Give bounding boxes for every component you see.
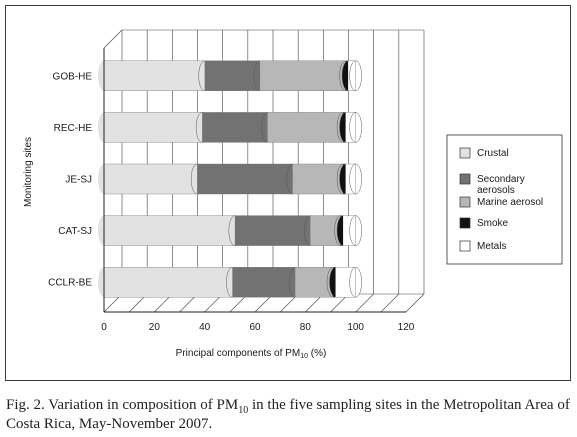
axes-group: 0 20 40 60 80 100 120 GOB-HE REC-HE JE-SJ CAT-SJ CC… xyxy=(48,48,415,333)
bar-segment xyxy=(104,164,198,194)
legend-label-line: Crustal xyxy=(477,148,509,159)
bar-segment xyxy=(232,267,296,298)
y-axis-label: Monitoring sites xyxy=(23,137,34,207)
x-axis-label-suffix: (%) xyxy=(308,348,326,359)
caption-prefix: Fig. 2. Variation in composition of PM xyxy=(6,397,239,413)
y-tick-label: CCLR-BE xyxy=(48,278,92,289)
floor-gridline xyxy=(405,293,425,313)
bar-segment xyxy=(202,112,268,143)
figure-caption: Fig. 2. Variation in composition of PM10… xyxy=(6,396,574,434)
bar-segment xyxy=(104,60,205,91)
x-axis-label-subscript: 10 xyxy=(300,353,308,360)
legend-label: Marine aerosol xyxy=(477,197,543,208)
bar-segment xyxy=(292,164,344,194)
legend-label: Smoke xyxy=(477,218,509,229)
x-axis-label-prefix: Principal components of PM xyxy=(176,348,301,359)
legend-label: Secondary aerosols xyxy=(477,174,525,196)
x-tick-label: 120 xyxy=(398,322,415,333)
y-tick-label: REC-HE xyxy=(54,123,93,134)
floor-gridline xyxy=(380,293,400,313)
legend-label: Metals xyxy=(477,241,506,252)
legend-label-line: Marine aerosol xyxy=(477,197,543,208)
bar-segment xyxy=(197,164,293,194)
bar-segment xyxy=(104,215,235,246)
caption-suffix: in the five sampling sites in the Metrop… xyxy=(6,397,570,432)
x-tick-label: 100 xyxy=(347,322,364,333)
bar-segment xyxy=(104,112,203,143)
stacked-bar-chart: 0 20 40 60 80 100 120 GOB-HE REC-HE JE-SJ CAT-SJ CC… xyxy=(23,29,563,360)
y-tick-label: CAT-SJ xyxy=(58,226,92,237)
bar-segment xyxy=(204,60,261,91)
bar-segment xyxy=(234,215,311,246)
legend-label-line: Secondary xyxy=(477,174,525,185)
legend-label-line: aerosols xyxy=(477,185,515,196)
x-tick-label: 20 xyxy=(149,322,161,333)
x-tick-label: 80 xyxy=(300,322,312,333)
legend-swatch xyxy=(459,217,471,229)
bar-segment xyxy=(267,112,344,143)
legend-label: Crustal xyxy=(477,148,509,159)
bars-group xyxy=(98,60,362,298)
x-tick-label: 60 xyxy=(249,322,261,333)
bar-segment xyxy=(260,60,346,91)
bar-segment xyxy=(295,267,334,298)
bar-segment xyxy=(104,267,233,298)
floor-gridline xyxy=(355,293,374,313)
legend-label-line: Metals xyxy=(477,241,506,252)
legend-label-line: Smoke xyxy=(477,218,509,229)
x-tick-label: 0 xyxy=(101,322,107,333)
legend-swatch xyxy=(459,196,471,208)
legend-swatch xyxy=(459,173,471,185)
y-tick-label: JE-SJ xyxy=(65,175,92,186)
legend-swatch xyxy=(459,147,471,159)
caption-subscript: 10 xyxy=(238,405,249,416)
legend-swatch xyxy=(459,240,471,252)
x-axis-label: Principal components of PM10 (%) xyxy=(176,348,327,360)
x-tick-label: 40 xyxy=(199,322,211,333)
y-tick-label: GOB-HE xyxy=(53,71,93,82)
side-wall-top-edge xyxy=(103,29,123,49)
